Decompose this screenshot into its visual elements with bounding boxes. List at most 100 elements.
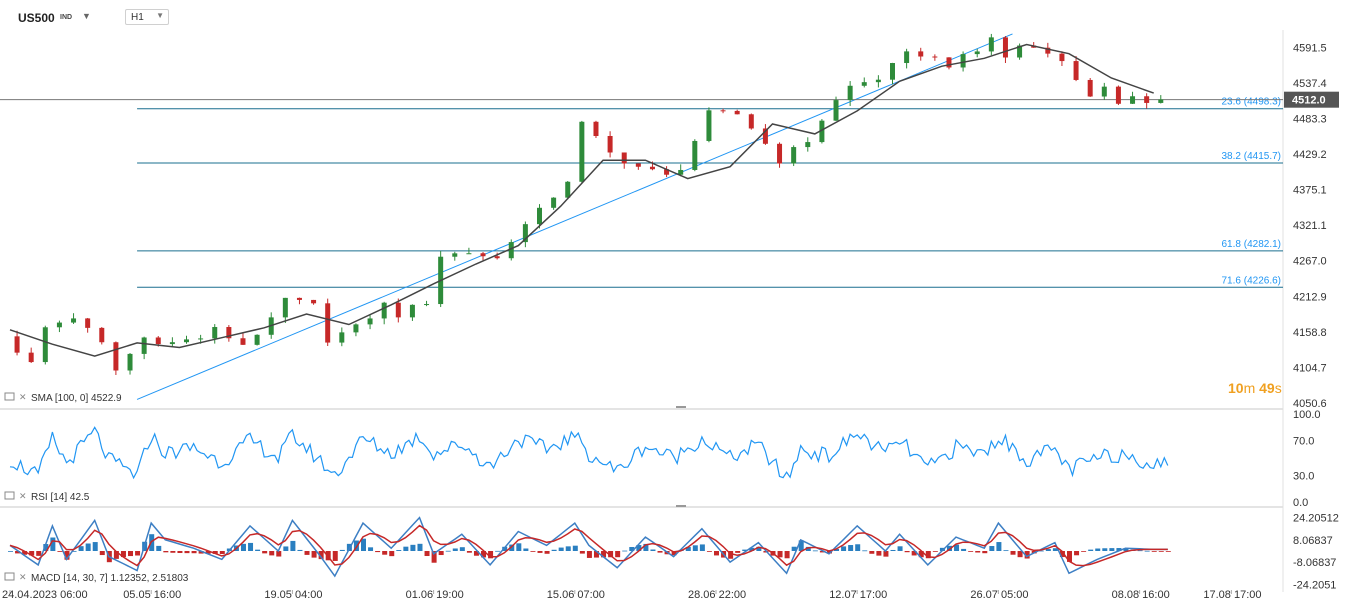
- candle-down: [918, 51, 924, 57]
- price-axis-tick-9: 4104.7: [1293, 362, 1327, 374]
- candle-down: [607, 136, 613, 153]
- macd-hist-down: [375, 551, 381, 553]
- symbol-dropdown-icon[interactable]: ▼: [82, 11, 91, 21]
- macd-hist-down: [1081, 551, 1087, 552]
- candle-up: [452, 253, 458, 257]
- candle-up: [254, 334, 260, 345]
- macd-hist-up: [50, 537, 56, 551]
- macd-hist-down: [128, 551, 134, 557]
- macd-hist-down: [918, 551, 924, 558]
- candle-up: [579, 121, 585, 182]
- macd-hist-up: [685, 546, 691, 551]
- candle-up: [212, 327, 218, 339]
- time-axis-tick-6: 12.07 17:00: [829, 589, 887, 601]
- macd-hist-down: [36, 551, 42, 556]
- candle-up: [537, 207, 542, 225]
- candle-up: [409, 304, 415, 318]
- candle-down: [664, 169, 670, 175]
- macd-hist-up: [255, 549, 261, 551]
- macd-hist-down: [198, 551, 204, 554]
- candle-up: [71, 318, 77, 323]
- candle-down: [113, 342, 119, 371]
- candle-up: [1017, 45, 1023, 58]
- rsi-axis-tick-2: 30.0: [1293, 471, 1314, 483]
- candle-down: [155, 337, 161, 345]
- candle-up: [42, 327, 48, 363]
- candle-up: [1130, 96, 1136, 104]
- macd-hist-up: [1095, 548, 1101, 551]
- macd-hist-down: [671, 551, 677, 556]
- candle-up: [367, 318, 373, 325]
- price-axis-tick-0: 4591.5: [1293, 42, 1327, 54]
- time-axis-tick-8: 08.08 16:00: [1112, 589, 1170, 601]
- macd-hist-down: [932, 551, 938, 552]
- candle-countdown: 10m 49s: [1228, 380, 1282, 396]
- current-price-tag: [1284, 91, 1339, 108]
- candle-up: [353, 324, 359, 333]
- trend-line: [136, 33, 1013, 400]
- candle-down: [946, 57, 952, 68]
- macd-hist-down: [113, 551, 119, 559]
- macd-hist-up: [692, 545, 698, 551]
- macd-hist-down: [1017, 551, 1023, 558]
- macd-hist-down: [205, 551, 211, 554]
- macd-hist-down: [219, 551, 225, 554]
- macd-hist-up: [361, 538, 366, 551]
- macd-hist-down: [1024, 551, 1030, 559]
- macd-settings-icon: [4, 572, 15, 581]
- candle-up: [466, 253, 472, 255]
- symbol-type-badge: IND: [60, 14, 73, 21]
- macd-hist-up: [805, 546, 811, 551]
- rsi-settings-icon: [4, 491, 15, 500]
- macd-hist-down: [1151, 551, 1157, 552]
- macd-hist-down: [212, 551, 218, 554]
- time-axis-tick-5: 28.06 22:00: [688, 589, 746, 601]
- candle-down: [777, 143, 783, 164]
- symbol-name[interactable]: US500: [18, 11, 55, 25]
- macd-hist-down: [876, 551, 882, 556]
- macd-hist-down: [982, 551, 988, 554]
- rsi-legend: RSI [14] 42.5: [31, 492, 90, 503]
- candle-down: [649, 166, 655, 170]
- candle-up: [127, 353, 133, 371]
- macd-hist-down: [925, 551, 931, 559]
- macd-hist-up: [1102, 548, 1108, 551]
- candle-up: [833, 100, 839, 121]
- time-axis-tick-9: 17.08 17:00: [1203, 589, 1261, 601]
- macd-hist-down: [120, 551, 126, 558]
- macd-hist-up: [92, 542, 98, 551]
- macd-hist-down: [424, 551, 430, 557]
- candle-down: [480, 253, 486, 257]
- macd-hist-down: [1165, 551, 1171, 552]
- candle-down: [296, 297, 302, 300]
- candle-down: [226, 327, 232, 339]
- macd-hist-up: [452, 548, 458, 551]
- macd-hist-down: [481, 551, 487, 558]
- candle-up: [678, 169, 684, 175]
- macd-hist-up: [756, 546, 762, 551]
- fib-level-label-1: 38.2 (4415.7): [1222, 151, 1282, 162]
- candle-down: [28, 352, 34, 363]
- macd-hist-up: [890, 549, 896, 551]
- macd-hist-down: [332, 551, 338, 561]
- macd-hist-up: [1003, 550, 1009, 552]
- macd-hist-up: [834, 548, 840, 551]
- macd-hist-down: [177, 551, 183, 554]
- macd-hist-up: [989, 546, 995, 551]
- macd-hist-down: [22, 551, 28, 555]
- candle-up: [805, 142, 811, 148]
- macd-hist-down: [1158, 551, 1164, 552]
- macd-hist-down: [714, 551, 719, 556]
- sma-legend: SMA [100, 0] 4522.9: [31, 393, 122, 404]
- macd-hist-up: [1116, 548, 1122, 551]
- candle-down: [395, 302, 401, 318]
- macd-hist-down: [99, 551, 105, 556]
- candle-down: [494, 256, 500, 259]
- rsi-axis-tick-3: 0.0: [1293, 497, 1308, 509]
- candle-up: [141, 337, 147, 354]
- macd-hist-up: [339, 549, 345, 551]
- price-axis-tick-4: 4375.1: [1293, 185, 1327, 197]
- timeframe-select[interactable]: H1 ▼: [125, 9, 169, 25]
- macd-hist-up: [812, 550, 818, 552]
